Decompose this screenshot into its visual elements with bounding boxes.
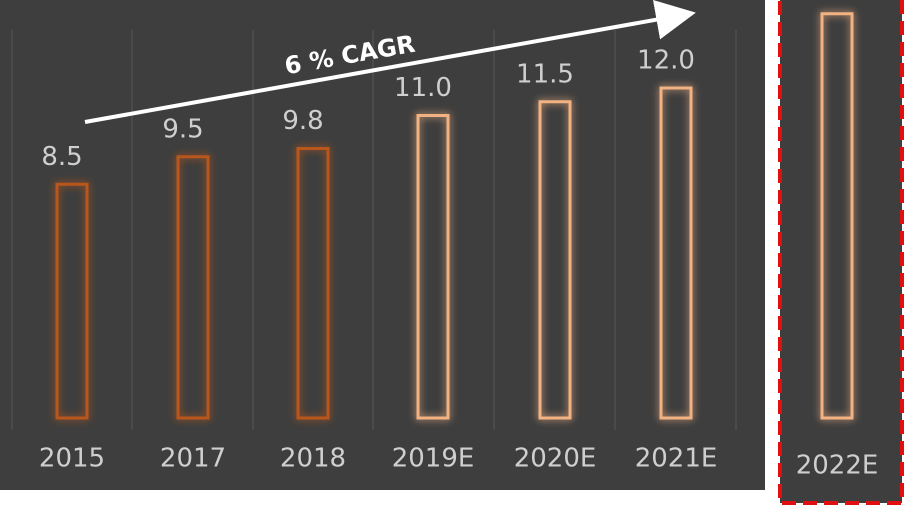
x-tick-label: 2022E: [796, 451, 879, 481]
x-tick-label: 2015: [39, 444, 105, 474]
highlight-background: [780, 0, 902, 503]
x-tick-label: 2018: [280, 444, 346, 474]
value-label: 11.5: [516, 59, 574, 89]
bar: [538, 100, 572, 420]
bar: [296, 147, 330, 420]
x-tick-label: 2020E: [514, 444, 597, 474]
value-label: 9.5: [162, 114, 203, 144]
bar: [55, 182, 89, 420]
bar: [176, 155, 210, 420]
bar: [820, 12, 854, 420]
bar: [659, 86, 693, 420]
value-label: 8.5: [41, 142, 82, 172]
x-tick-label: 2019E: [392, 444, 475, 474]
value-label: 11.0: [394, 73, 452, 103]
value-label: 9.8: [282, 106, 323, 136]
x-tick-label: 2021E: [635, 444, 718, 474]
bar: [416, 114, 450, 420]
value-label: 12.0: [637, 46, 695, 76]
cagr-arrow: [84, 0, 696, 124]
separators: [11, 30, 737, 430]
x-tick-label: 2017: [160, 444, 226, 474]
plot-background: [0, 0, 765, 490]
